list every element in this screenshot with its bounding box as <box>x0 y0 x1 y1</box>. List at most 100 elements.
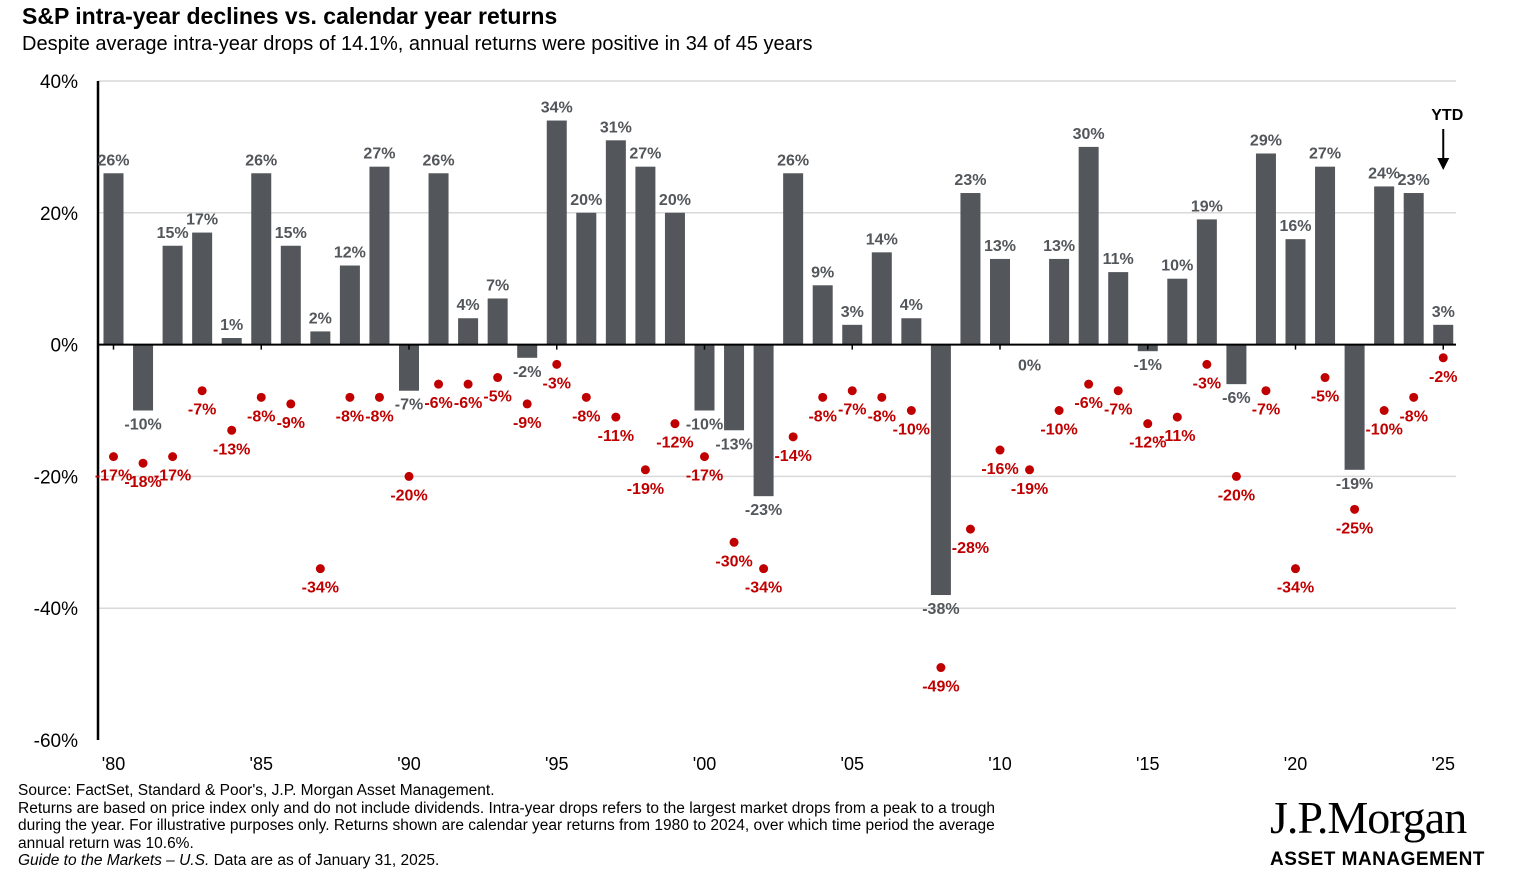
decline-label: -10% <box>893 422 930 439</box>
return-label: 0% <box>1018 358 1041 375</box>
return-bar <box>1167 278 1188 345</box>
axes: 40% 20% 0% -20% -40% -60% '80 '85 '90 '95 '00 '05 '1… <box>34 72 1456 774</box>
return-bar <box>428 173 449 345</box>
return-bar <box>1344 344 1365 470</box>
return-label: 34% <box>541 100 573 117</box>
decline-dot <box>197 386 207 396</box>
return-label: 13% <box>1043 238 1075 255</box>
y-tick-label: 40% <box>40 72 78 93</box>
return-bar <box>960 193 981 345</box>
return-bar <box>930 344 951 596</box>
return-bar <box>1285 239 1306 345</box>
return-bar <box>162 245 183 345</box>
return-label: 26% <box>423 152 455 169</box>
decline-label: -8% <box>247 408 275 425</box>
return-label: -23% <box>745 502 782 519</box>
return-bar <box>694 344 715 411</box>
return-bar <box>1108 272 1129 345</box>
return-bar <box>664 212 685 345</box>
decline-dot <box>1350 504 1360 514</box>
decline-dot <box>788 432 798 442</box>
return-label: 7% <box>486 277 509 294</box>
x-tick-label: '25 <box>1432 754 1455 774</box>
return-bar <box>1255 153 1276 345</box>
decline-dot <box>374 392 384 402</box>
decline-dot <box>286 399 296 409</box>
decline-label: -8% <box>336 408 364 425</box>
decline-label: -3% <box>543 375 571 392</box>
return-bar <box>339 265 360 345</box>
decline-dot <box>1143 419 1153 429</box>
decline-label: -8% <box>572 408 600 425</box>
x-tick-label: '95 <box>545 754 568 774</box>
return-label: 2% <box>309 310 332 327</box>
decline-label: -34% <box>1277 580 1314 597</box>
decline-label: -30% <box>715 553 752 570</box>
chart-title: S&P intra-year declines vs. calendar yea… <box>22 3 558 29</box>
return-label: 4% <box>900 297 923 314</box>
decline-dot <box>1379 406 1389 415</box>
decline-dot <box>877 392 887 402</box>
decline-dot <box>1231 471 1241 481</box>
decline-dot <box>434 379 444 389</box>
decline-label: -17% <box>686 468 723 485</box>
x-tick-label: '80 <box>102 754 125 774</box>
decline-label: -19% <box>1011 481 1048 498</box>
return-bar <box>103 173 124 345</box>
decline-label: -12% <box>656 435 693 452</box>
return-bar <box>280 245 301 345</box>
return-label: 27% <box>363 146 395 163</box>
return-bar <box>399 344 419 391</box>
decline-label: -10% <box>1040 422 1077 439</box>
decline-label: -6% <box>454 395 482 412</box>
ytd-annotation: YTD <box>1431 107 1463 170</box>
return-label: 3% <box>841 304 864 321</box>
decline-dot <box>138 458 148 468</box>
decline-label: -18% <box>124 474 161 491</box>
x-tick-label: '90 <box>397 754 420 774</box>
decline-dot <box>700 452 709 462</box>
decline-label: -7% <box>1252 402 1280 419</box>
x-tick-label: '85 <box>250 754 273 774</box>
x-tick-label: '15 <box>1136 754 1159 774</box>
return-label: -7% <box>395 397 423 414</box>
decline-label: -9% <box>277 415 305 432</box>
decline-label: -9% <box>513 415 541 432</box>
return-label: -13% <box>715 436 752 453</box>
decline-dot <box>1409 392 1419 402</box>
decline-dot <box>1320 373 1330 383</box>
decline-label: -20% <box>390 487 427 504</box>
return-bar <box>635 166 656 345</box>
return-label: -6% <box>1222 390 1250 407</box>
return-label: 12% <box>334 245 366 262</box>
decline-dot <box>670 419 680 429</box>
decline-label: -5% <box>1311 389 1339 406</box>
return-bar <box>310 331 331 345</box>
x-tick-label: '00 <box>693 754 716 774</box>
return-bar <box>1403 193 1424 345</box>
decline-label: -7% <box>838 402 866 419</box>
decline-label: -11% <box>1159 428 1195 445</box>
return-bar <box>753 344 774 497</box>
decline-label: -2% <box>1429 369 1457 386</box>
return-bar <box>605 140 626 345</box>
return-bar <box>576 212 597 345</box>
return-bar <box>783 173 804 345</box>
decline-label: -20% <box>1218 487 1255 504</box>
decline-dot <box>847 386 857 396</box>
decline-label: -8% <box>868 408 896 425</box>
return-bar <box>487 298 508 345</box>
logo-wordmark: J.P.Morgan <box>1270 792 1467 843</box>
decline-dot <box>404 471 414 481</box>
decline-dot <box>493 373 503 383</box>
decline-dot <box>345 392 355 402</box>
y-tick-label: -20% <box>34 467 78 488</box>
jpmorgan-logo: J.P.Morgan ASSET MANAGEMENT <box>1270 795 1510 871</box>
return-bar <box>251 173 272 345</box>
decline-dot <box>522 399 532 409</box>
x-tick-label: '10 <box>988 754 1011 774</box>
source-note: Source: FactSet, Standard & Poor's, J.P.… <box>18 782 495 799</box>
methodology-note-line1: Returns are based on price index only an… <box>18 799 996 817</box>
return-bar <box>369 166 390 345</box>
decline-dot <box>552 359 562 369</box>
